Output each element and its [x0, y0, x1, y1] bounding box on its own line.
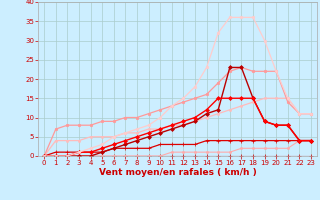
X-axis label: Vent moyen/en rafales ( km/h ): Vent moyen/en rafales ( km/h ): [99, 168, 256, 177]
